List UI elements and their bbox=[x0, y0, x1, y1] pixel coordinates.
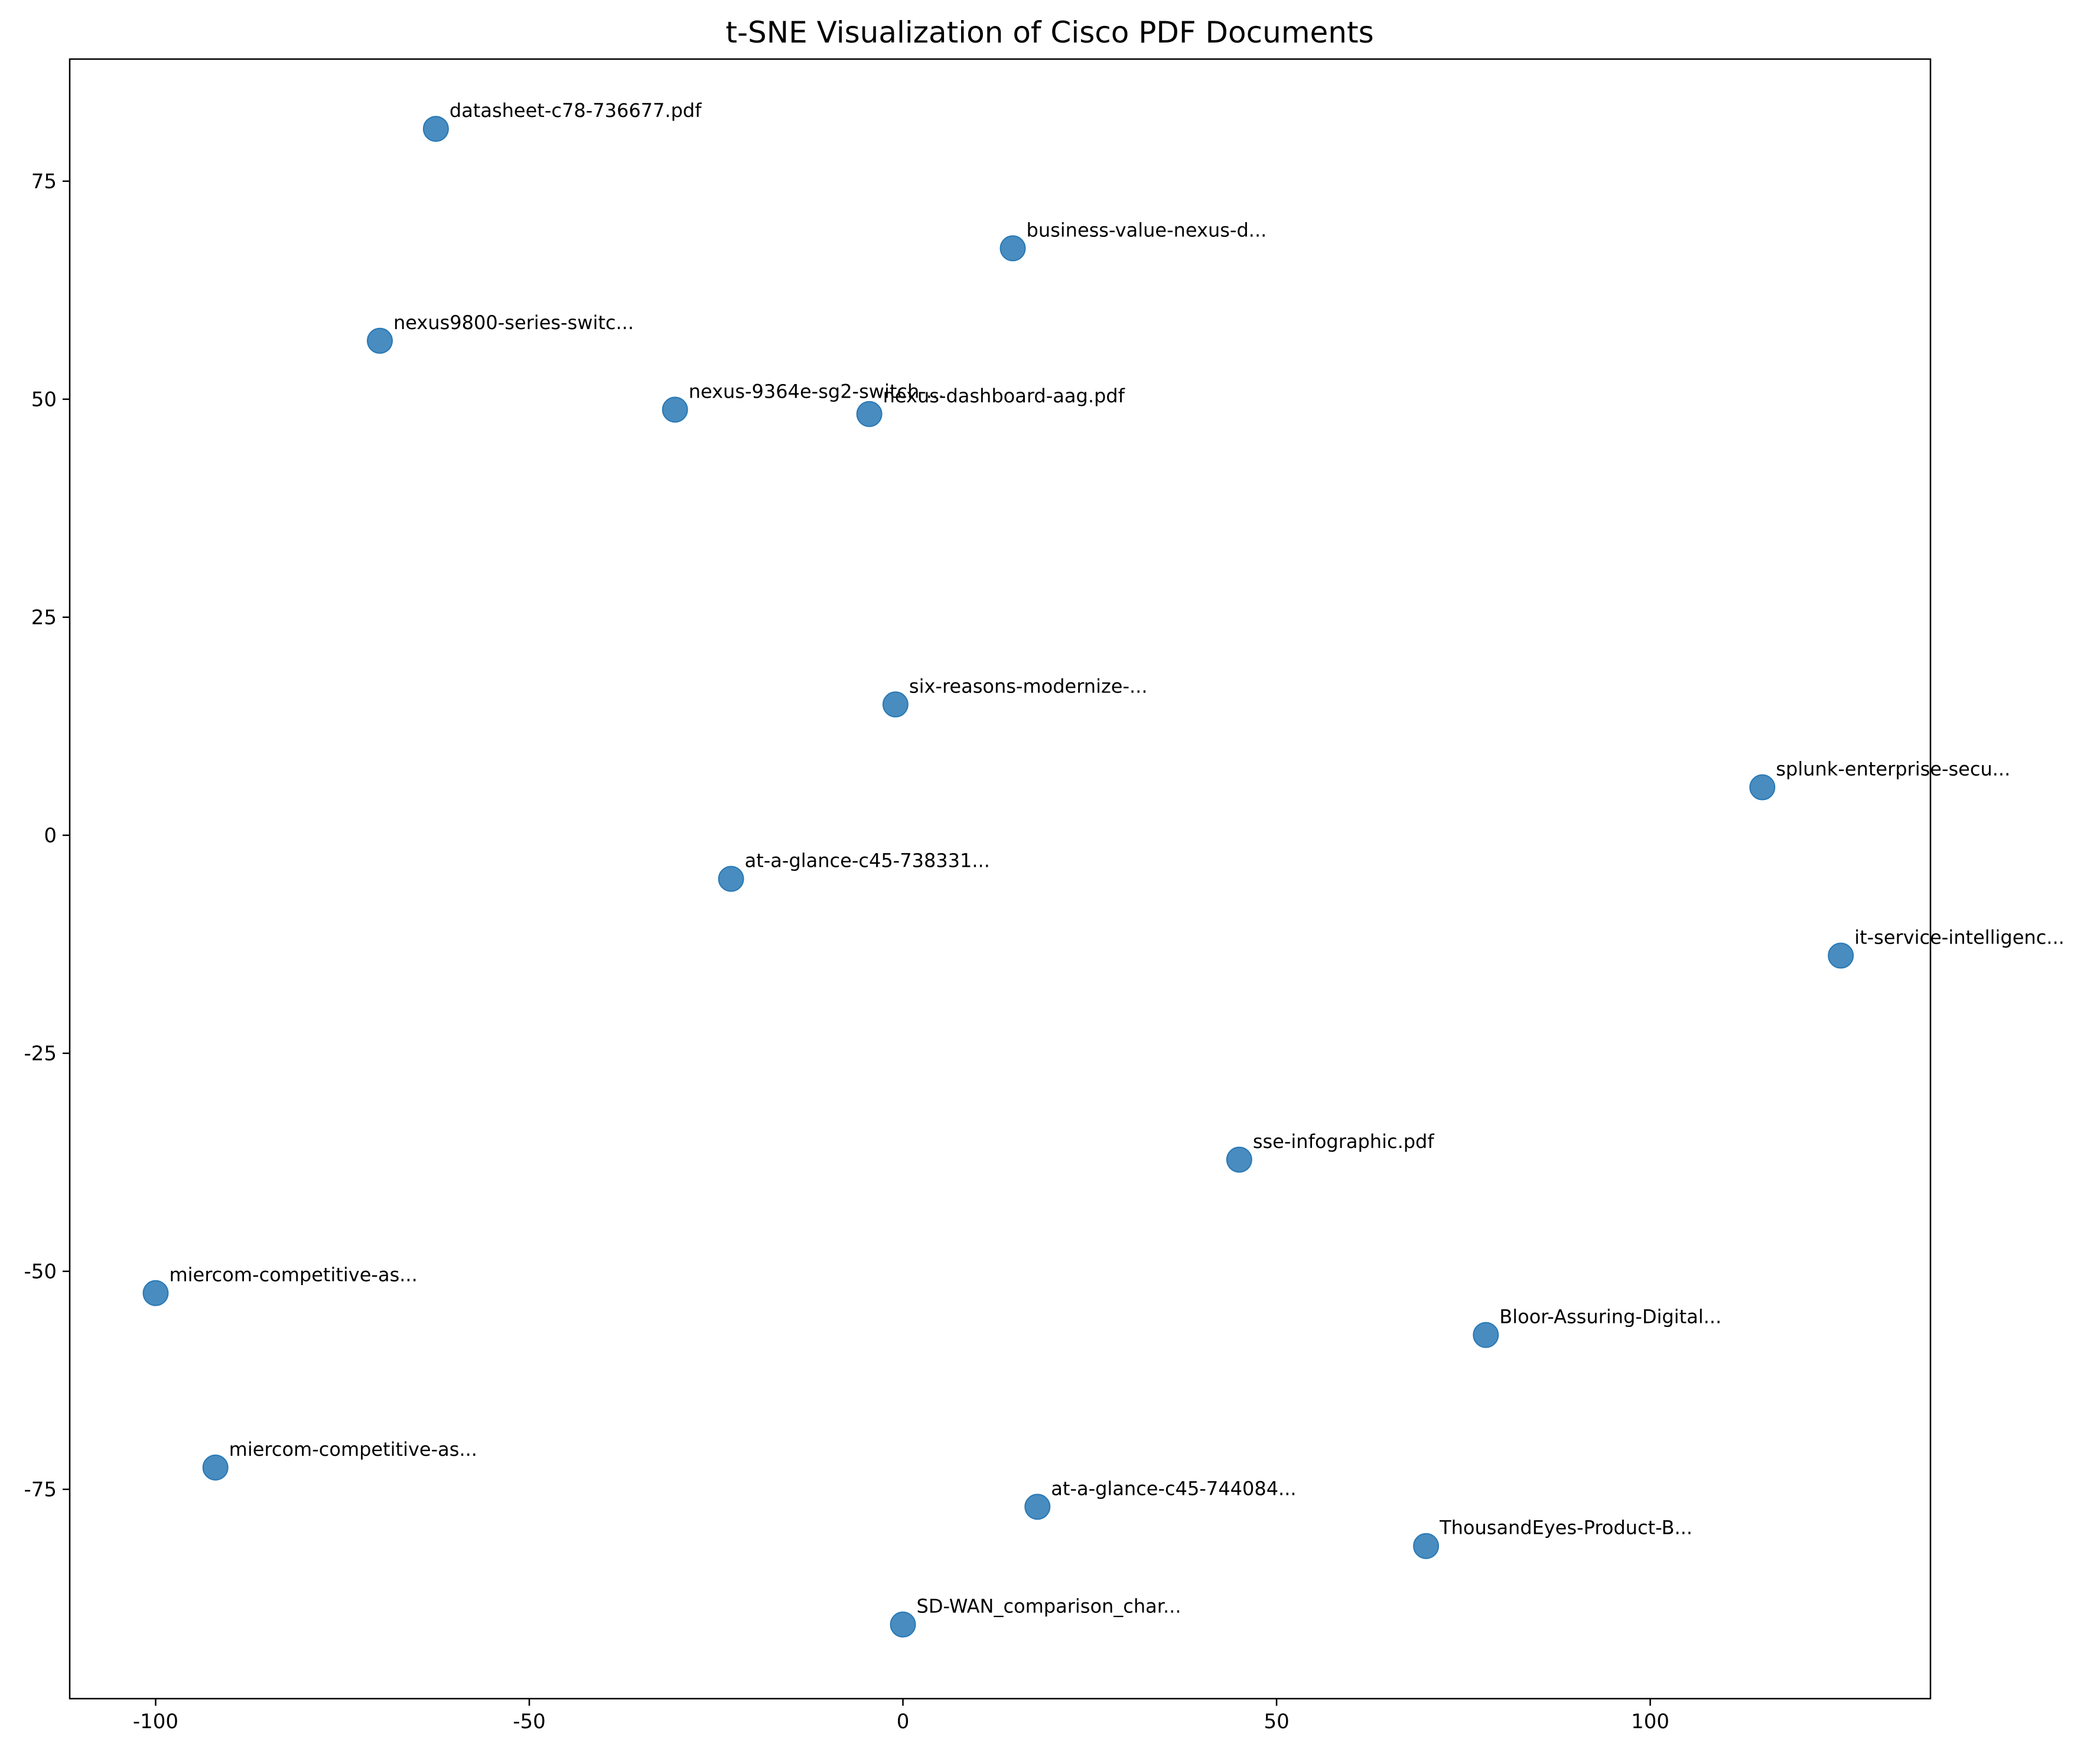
scatter-point bbox=[882, 691, 909, 718]
scatter-point bbox=[999, 235, 1026, 262]
y-tick-label: -25 bbox=[24, 1042, 57, 1066]
scatter-point bbox=[202, 1454, 229, 1481]
scatter-point bbox=[422, 116, 449, 142]
point-label: sse-infographic.pdf bbox=[1253, 1130, 1435, 1153]
point-label: SD-WAN_comparison_char... bbox=[917, 1595, 1181, 1618]
scatter-point bbox=[662, 396, 688, 423]
x-tick-label: 0 bbox=[897, 1710, 910, 1734]
scatter-point bbox=[1473, 1322, 1499, 1348]
point-label: six-reasons-modernize-... bbox=[909, 675, 1148, 697]
point-label: nexus9800-series-switc... bbox=[393, 311, 634, 334]
x-tick-label: 50 bbox=[1264, 1710, 1289, 1734]
y-tick-label: 0 bbox=[44, 824, 57, 848]
point-label: it-service-intelligenc... bbox=[1854, 926, 2065, 948]
plot-frame bbox=[69, 58, 1932, 1700]
axes: -100 -50 0 50 100 -75 -50 -25 0 25 50 75 bbox=[24, 58, 1932, 1734]
scatter-point bbox=[1828, 942, 1854, 969]
chart-title: t-SNE Visualization of Cisco PDF Documen… bbox=[725, 15, 1373, 50]
y-tick-label: 50 bbox=[31, 388, 57, 412]
plot-marks bbox=[142, 116, 1854, 1638]
y-tick-label: -75 bbox=[24, 1478, 57, 1502]
point-label: nexus-dashboard-aag.pdf bbox=[883, 385, 1125, 407]
point-label: Bloor-Assuring-Digital... bbox=[1499, 1305, 1721, 1328]
scatter-point bbox=[856, 401, 883, 427]
scatter-point bbox=[1226, 1146, 1252, 1173]
x-tick-label: -100 bbox=[133, 1710, 178, 1734]
y-tick-label: -50 bbox=[24, 1260, 57, 1284]
point-label: ThousandEyes-Product-B... bbox=[1439, 1517, 1692, 1539]
point-label: at-a-glance-c45-744084... bbox=[1051, 1477, 1296, 1500]
point-label: miercom-competitive-as... bbox=[169, 1264, 417, 1286]
point-label: miercom-competitive-as... bbox=[229, 1438, 477, 1461]
point-label: splunk-enterprise-secu... bbox=[1776, 758, 2010, 780]
scatter-point bbox=[142, 1280, 169, 1306]
point-label: nexus-9364e-sg2-switch-... bbox=[689, 380, 945, 402]
point-label: business-value-nexus-d... bbox=[1027, 219, 1267, 241]
scatter-point bbox=[1024, 1494, 1051, 1520]
point-label: at-a-glance-c45-738331... bbox=[745, 850, 990, 872]
point-labels: datasheet-c78-736677.pdf business-value-n… bbox=[169, 99, 2064, 1617]
scatter-point bbox=[890, 1611, 916, 1638]
scatter-point bbox=[1749, 774, 1776, 801]
scatter-point bbox=[718, 866, 744, 892]
x-tick-label: 100 bbox=[1631, 1710, 1669, 1734]
y-tick-label: 75 bbox=[31, 170, 57, 194]
y-tick-label: 25 bbox=[31, 606, 57, 630]
scatter-point bbox=[367, 327, 393, 354]
point-label: datasheet-c78-736677.pdf bbox=[450, 99, 702, 122]
scatter-point bbox=[1413, 1533, 1440, 1559]
x-tick-label: -50 bbox=[513, 1710, 546, 1734]
